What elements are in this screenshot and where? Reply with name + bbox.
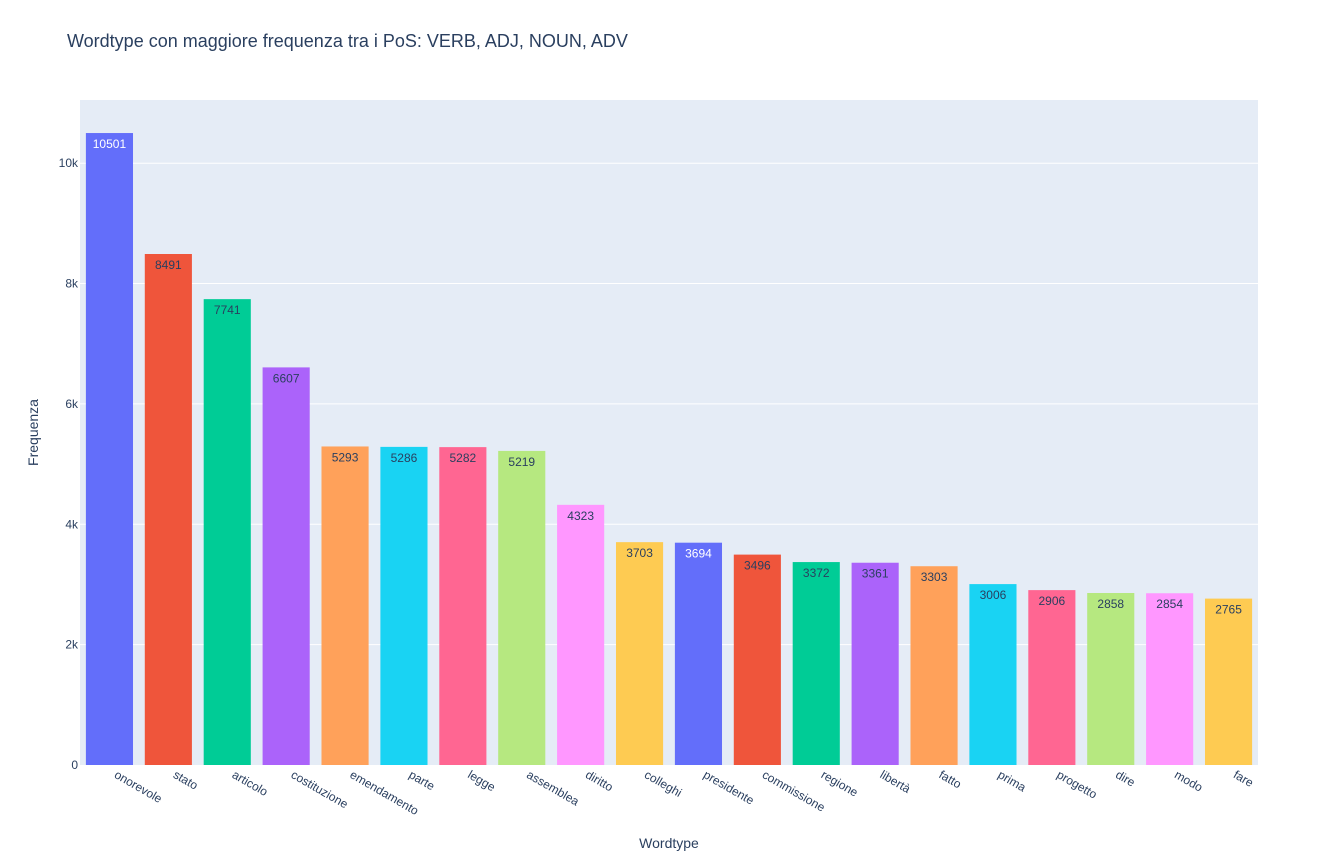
bar-value-label: 8491 [155, 258, 182, 272]
bar-dire[interactable] [1087, 593, 1135, 765]
y-tick-label: 2k [65, 638, 79, 652]
x-tick-label: articolo [230, 767, 271, 799]
x-tick-label: parte [406, 767, 437, 793]
bar-emendamento[interactable] [321, 446, 369, 765]
bar-legge[interactable] [439, 447, 487, 765]
bar-presidente[interactable] [674, 542, 723, 765]
bar-value-label: 3496 [744, 559, 771, 573]
x-tick-label: onorevole [112, 767, 165, 806]
bar-onorevole[interactable] [85, 133, 134, 765]
bar-value-label: 3303 [921, 570, 948, 584]
bar-value-label: 5219 [508, 455, 535, 469]
x-tick-label: fatto [937, 767, 965, 791]
bar-value-label: 5282 [449, 451, 476, 465]
bar-value-label: 6607 [273, 371, 300, 385]
y-axis-title: Frequenza [25, 399, 41, 466]
bar-value-label: 3006 [980, 588, 1007, 602]
x-tick-label: costituzione [289, 767, 351, 811]
chart-title: Wordtype con maggiore frequenza tra i Po… [67, 31, 628, 51]
x-tick-label: modo [1172, 767, 1205, 794]
bar-value-label: 2906 [1038, 594, 1065, 608]
x-tick-label: progetto [1054, 767, 1099, 801]
bar-value-label: 3372 [803, 566, 830, 580]
y-tick-label: 0 [71, 758, 78, 772]
bar-value-label: 5293 [332, 450, 359, 464]
bar-progetto[interactable] [1028, 590, 1076, 765]
x-tick-label: prima [995, 767, 1028, 794]
bar-value-label: 4323 [567, 509, 594, 523]
y-tick-label: 4k [65, 517, 79, 531]
bar-assemblea[interactable] [498, 450, 546, 765]
bar-libertà[interactable] [851, 562, 899, 765]
x-tick-label: colleghi [642, 767, 684, 799]
plot-background [80, 100, 1258, 765]
x-axis-title: Wordtype [639, 835, 699, 851]
bar-value-label: 3361 [862, 567, 889, 581]
x-tick-label: libertà [878, 767, 914, 796]
y-tick-label: 8k [65, 277, 79, 291]
bar-prima[interactable] [969, 584, 1017, 765]
bar-regione[interactable] [792, 562, 840, 765]
x-tick-label: commissione [760, 767, 828, 814]
bar-value-label: 2858 [1097, 597, 1124, 611]
bar-value-label: 2765 [1215, 603, 1242, 617]
bar-costituzione[interactable] [262, 367, 310, 765]
x-tick-label: regione [819, 767, 861, 799]
bar-modo[interactable] [1146, 593, 1194, 765]
x-tick-label: dire [1113, 767, 1138, 789]
bar-value-label: 5286 [391, 451, 418, 465]
bar-value-labels: 10501 8491 7741 6607 5293 5286 5282 5219 4323 370… [93, 137, 1242, 617]
y-tick-label: 10k [59, 156, 79, 170]
bar-stato[interactable] [144, 254, 192, 765]
bar-value-label: 7741 [214, 303, 241, 317]
x-tick-label: fare [1231, 767, 1256, 790]
bar-fatto[interactable] [910, 566, 958, 765]
bar-diritto[interactable] [557, 504, 605, 765]
bar-articolo[interactable] [203, 299, 251, 765]
x-axis-ticks: onorevole stato articolo costituzioneemenda… [112, 767, 1256, 818]
x-tick-label: stato [171, 767, 201, 792]
x-tick-label: presidente [701, 767, 757, 807]
y-tick-label: 6k [65, 397, 79, 411]
bar-parte[interactable] [380, 446, 428, 765]
x-tick-label: assemblea [524, 767, 582, 808]
bar-value-label: 3703 [626, 546, 653, 560]
bar-commissione[interactable] [733, 554, 781, 765]
bar-fare[interactable] [1204, 598, 1253, 765]
y-axis-ticks: 0 2k 4k 6k 8k 10k [59, 156, 79, 772]
bar-colleghi[interactable] [615, 542, 664, 765]
bar-value-label: 3694 [685, 547, 712, 561]
bars [85, 133, 1253, 765]
bar-value-label: 10501 [93, 137, 127, 151]
x-tick-label: diritto [583, 767, 616, 794]
bar-value-label: 2854 [1156, 597, 1183, 611]
x-tick-label: legge [465, 767, 498, 794]
